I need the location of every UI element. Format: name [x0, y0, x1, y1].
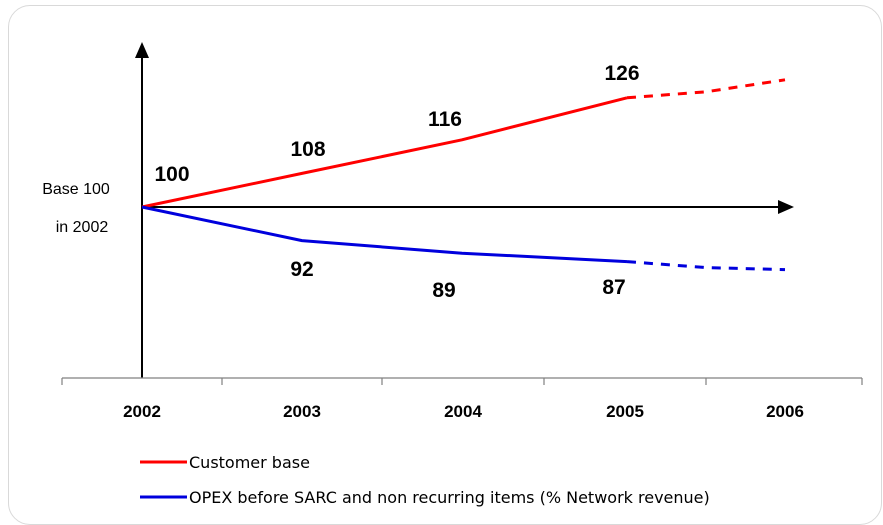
legend-label-customer-base: Customer base	[189, 453, 310, 472]
x-tick-label: 2002	[123, 402, 161, 421]
series-line-customer-base	[141, 96, 628, 209]
base-label-line-1: Base 100	[42, 181, 110, 198]
data-label-opex: 89	[432, 279, 455, 302]
data-label-customer-base: 126	[604, 62, 639, 85]
series-projection-opex	[626, 260, 786, 272]
base-line-arrowhead	[778, 200, 794, 214]
series-line-opex	[141, 205, 628, 264]
line-chart: 2002 2003 2004 2005 2006 Base 100 in 2002 100 10…	[42, 42, 863, 507]
legend-label-opex: OPEX before SARC and non recurring items…	[189, 488, 710, 507]
y-axis-arrowhead	[135, 42, 149, 58]
chart-frame	[8, 5, 882, 525]
data-label-customer-base: 108	[290, 138, 325, 161]
data-label-opex: 87	[602, 276, 625, 299]
x-tick-label: 2006	[766, 402, 804, 421]
data-label-customer-base: 116	[428, 108, 462, 131]
x-tick-label: 2003	[283, 402, 321, 421]
data-label-opex: 92	[290, 258, 313, 281]
base-label-line-2: in 2002	[56, 219, 109, 236]
x-tick-label: 2004	[444, 402, 482, 421]
x-tick-label: 2005	[606, 402, 644, 421]
data-label-customer-base: 100	[154, 163, 189, 186]
series-projection-customer-base	[626, 78, 786, 100]
